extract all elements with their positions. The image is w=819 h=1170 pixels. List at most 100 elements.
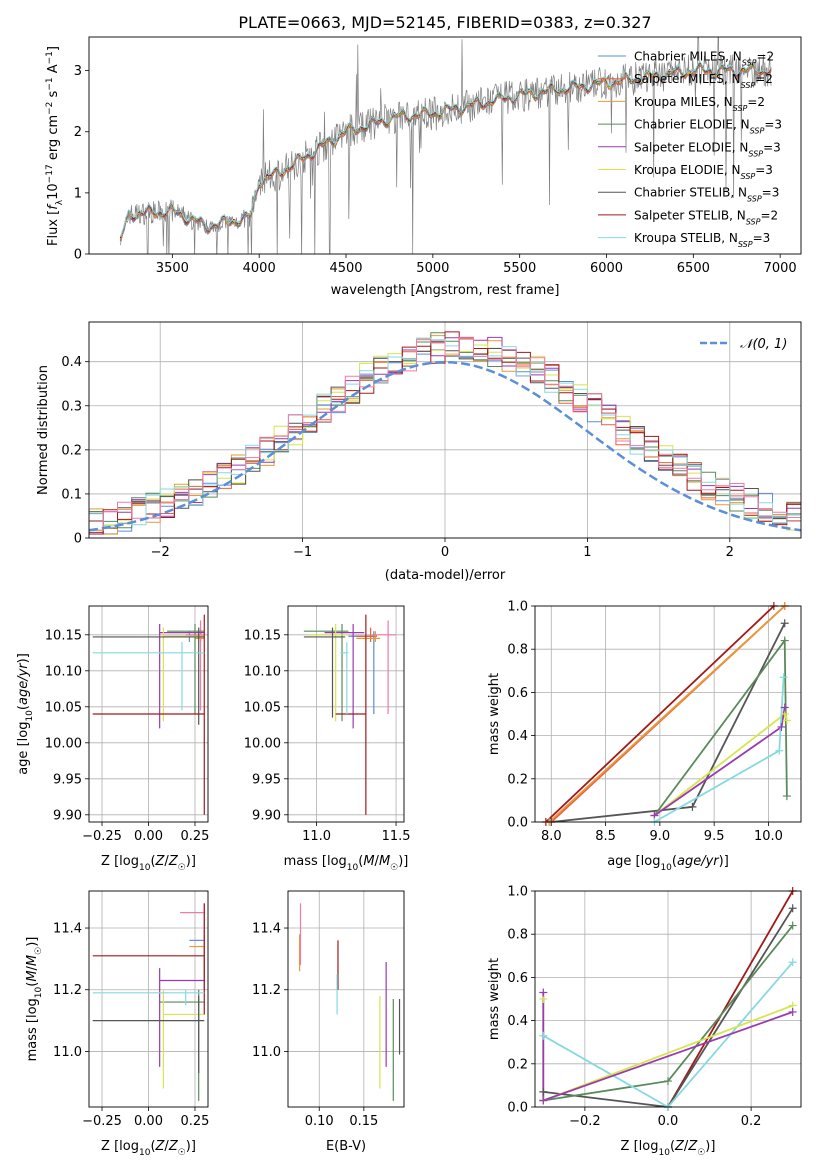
plot-area-age_vs_mass <box>288 606 404 822</box>
y-tick-label: 10.05 <box>244 700 281 715</box>
x-tick-label: 5500 <box>503 261 536 276</box>
x-tick-label: 0.0 <box>658 1114 679 1129</box>
y-axis-label-part: −2 <box>45 102 55 115</box>
y-tick-label: 1.0 <box>507 885 528 900</box>
weight-marker <box>779 673 788 682</box>
y-tick-label: 2 <box>74 125 82 140</box>
legend-label-part: Chabrier ELODIE, N <box>634 118 750 132</box>
x-axis-label-part: E(B-V) <box>326 1139 366 1154</box>
axes-frame <box>287 605 405 823</box>
x-axis-label: Z [log10(Z/Z☉)] <box>621 1139 716 1158</box>
y-tick-label: 1 <box>74 186 82 201</box>
x-axis-label-part: )] <box>186 854 196 869</box>
panel-weight_vs_Z: −0.2 0.0 0.20.00.20.40.60.81.0Z [log10(Z/Z… <box>487 885 802 1158</box>
weight-line <box>551 622 786 822</box>
x-axis-label-part: ( <box>672 854 677 869</box>
y-tick-label: 0.3 <box>61 399 82 414</box>
plot-area-mass_vs_ebv <box>288 891 404 1107</box>
weight-marker <box>788 921 797 930</box>
y-tick-label: 0.8 <box>507 928 528 943</box>
y-tick-label: 11.0 <box>252 1045 281 1060</box>
legend-label-part: SSP <box>741 81 756 90</box>
y-axis-label-part: A <box>46 64 61 77</box>
legend-label-part: SSP <box>748 149 763 158</box>
axes-frame <box>88 605 209 823</box>
legend-label-part: Salpeter ELODIE, N <box>634 140 748 154</box>
y-axis-label-part: ( <box>16 705 31 710</box>
legend-label-part: Kroupa MILES, N <box>634 95 733 109</box>
y-axis-label-part: −17 <box>45 164 55 183</box>
y-tick-label: 0.8 <box>507 643 528 658</box>
legend-label: Kroupa MILES, NSSP=2 <box>634 95 765 113</box>
y-tick-label: 0.4 <box>61 355 82 370</box>
residual-histogram <box>89 336 801 531</box>
x-axis-label-part: 10 <box>347 863 359 873</box>
y-tick-label: 0.6 <box>507 686 528 701</box>
x-axis-label: wavelength [Angstrom, rest frame] <box>331 283 560 298</box>
x-axis-label-part: Z [log <box>101 1139 139 1154</box>
panel-spectrum: 3500 4000 4500 5000 5500 6000 6500 7000 0 1 2 3 wave… <box>45 36 802 298</box>
weight-marker <box>788 958 797 967</box>
y-tick-label: 10.05 <box>45 700 82 715</box>
y-axis-label-part: Flux [ <box>46 210 61 246</box>
y-axis-label-part: −1 <box>45 77 55 90</box>
weight-line <box>542 961 794 1107</box>
weight-marker <box>664 1077 672 1086</box>
y-tick-label: 0 <box>74 532 82 547</box>
panel-age_vs_mass: 11.0 11.5 9.90 9.95 10.00 10.05 10.10 10.15 mass… <box>244 605 411 873</box>
legend-label-part: Chabrier STELIB, N <box>634 186 747 200</box>
axes-frame <box>534 890 802 1108</box>
y-tick-label: 11.0 <box>53 1045 82 1060</box>
x-axis-label-part: / <box>375 854 380 869</box>
y-axis-label-part: )] <box>25 937 40 947</box>
x-axis-label-part: M <box>379 854 390 869</box>
weight-marker <box>775 746 784 755</box>
weight-line <box>653 712 788 817</box>
x-axis-label: Z [log10(Z/Z☉)] <box>101 854 196 873</box>
y-axis-label-part: ( <box>25 982 40 987</box>
y-tick-label: 10.10 <box>45 664 82 679</box>
x-axis-label-part: M <box>363 854 374 869</box>
y-tick-label: 9.95 <box>53 772 82 787</box>
x-tick-label: 5000 <box>416 261 449 276</box>
x-axis-label-part: ( <box>670 1139 675 1154</box>
y-tick-label: 9.90 <box>53 808 82 823</box>
y-tick-label: 11.2 <box>252 983 281 998</box>
axes-frame <box>287 890 405 1108</box>
x-tick-label: −0.2 <box>569 1114 601 1129</box>
x-axis-label-part: 10 <box>139 1148 151 1158</box>
x-axis-label-part: Z <box>168 854 179 869</box>
y-axis-label-part: ☉ <box>34 947 44 955</box>
x-axis-label-part: )] <box>705 1139 715 1154</box>
x-tick-label: 2 <box>726 545 734 560</box>
x-axis-label-part: Z <box>168 1139 179 1154</box>
y-axis-label-part: )] <box>16 653 31 663</box>
weight-marker <box>788 1007 797 1016</box>
weight-marker <box>788 904 797 913</box>
y-tick-label: 0.1 <box>61 487 82 502</box>
plot-area-age_vs_Z <box>89 606 208 822</box>
y-axis-label-part: / <box>25 965 40 970</box>
weight-marker <box>780 636 789 645</box>
y-tick-label: 0.2 <box>61 443 82 458</box>
y-axis-label-part: s <box>46 90 61 101</box>
x-tick-label: 0.15 <box>349 1114 378 1129</box>
y-tick-label: 0.0 <box>507 816 528 831</box>
weight-marker <box>780 619 789 628</box>
panel-mass_vs_ebv: 0.10 0.15 11.0 11.2 11.4 E(B-V) <box>252 890 405 1154</box>
y-axis-label-part: mass [log <box>25 998 40 1061</box>
y-axis-label-part: M <box>25 970 40 981</box>
panel-residuals: −2 −1 0 1 2 0 0.1 0.2 0.3 0.4 (data-model)/error No… <box>36 321 802 583</box>
x-axis-label-part: 10 <box>139 863 151 873</box>
y-tick-label: 11.2 <box>53 983 82 998</box>
y-axis-label: mass weight <box>487 673 502 755</box>
panel-weight_vs_age: 8.0 8.5 9.0 9.5 10.0 0.0 0.2 0.4 0.6 0.8 1.0 age [l… <box>487 600 802 873</box>
y-axis-label: Normed distribution <box>36 365 51 495</box>
legend-label-part: Chabrier MILES, N <box>634 50 742 64</box>
y-axis-label: age [log10(age/yr)] <box>16 653 35 775</box>
y-tick-label: 0.4 <box>507 729 528 744</box>
x-axis-label: Z [log10(Z/Z☉)] <box>101 1139 196 1158</box>
x-axis-label-part: Z [log <box>621 1139 659 1154</box>
x-axis-label-part: ☉ <box>178 863 186 873</box>
